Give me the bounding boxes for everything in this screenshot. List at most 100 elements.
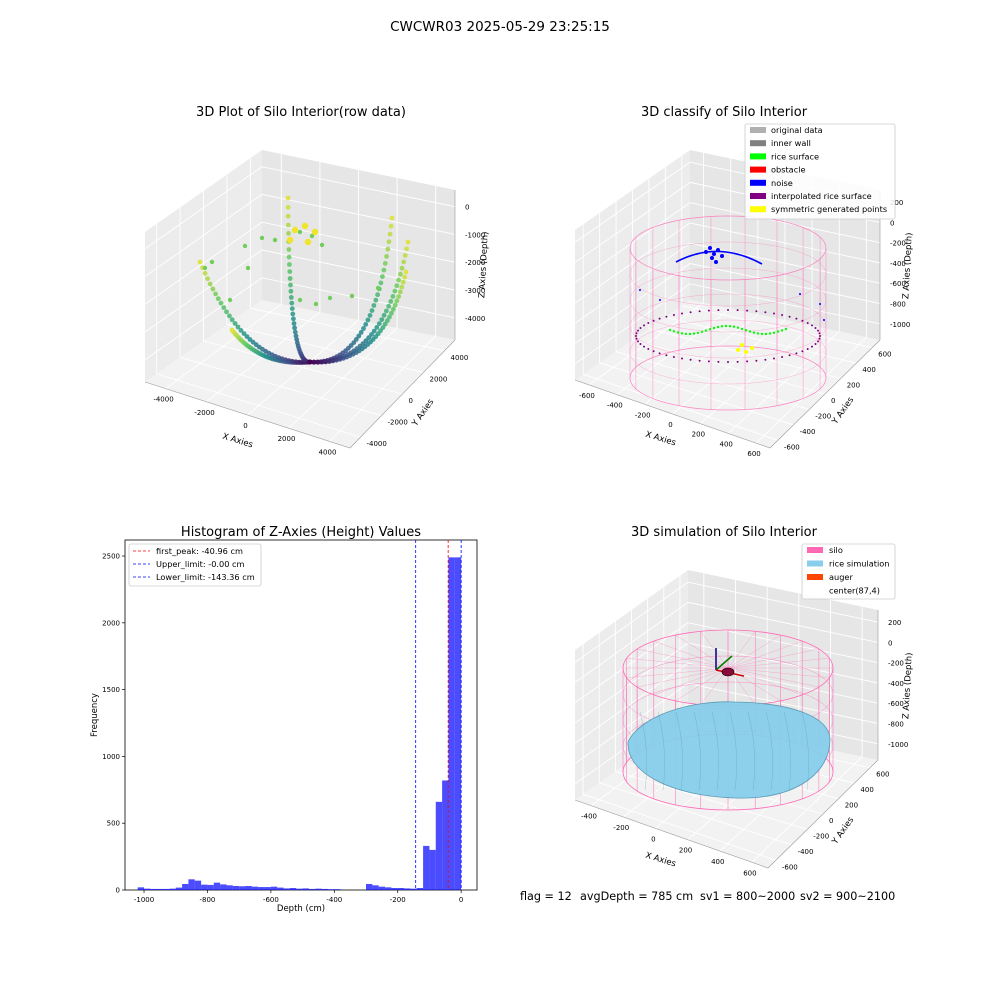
histogram-bar [283,888,290,890]
histogram-bar [270,886,278,890]
interpolated-point [811,324,813,327]
arc-point [401,259,407,265]
y-tick-label: 0 [116,887,120,895]
x-tick-label: -600 [579,392,595,400]
legend-box [128,543,262,587]
grid-line [574,683,879,764]
interpolated-point [665,354,668,357]
panel-raw-3d: 3D Plot of Silo Interior(row data) -4000… [144,105,491,456]
noise-point [819,303,821,305]
rice-mesh-line [747,711,755,791]
arc-point [294,337,300,342]
interpolated-point [727,361,729,363]
arc-point [403,269,409,275]
silo-wall-ring [629,293,827,359]
arc-point [400,279,406,285]
legend-swatch [750,127,766,133]
silo-roof-line [727,667,830,678]
interpolated-point [781,356,784,358]
arc-point [384,308,389,314]
arc-point [381,267,387,273]
histogram-bar [366,883,373,890]
legend-swatch [807,574,823,580]
arc-point [326,359,332,364]
arc-point [250,339,256,345]
arc-point [384,254,389,259]
arc-point [291,316,296,322]
legend-label: Upper_limit: -0.00 cm [156,559,245,569]
histogram-bar [448,557,455,890]
z-tick-label: -600 [890,280,906,288]
grid-line [615,770,808,830]
interpolated-point [658,317,661,320]
y-tick-label: 4000 [451,354,469,362]
arc-point [293,333,299,339]
arc-point [380,274,385,279]
arc-point [290,311,296,317]
z-tick-label: 0 [888,639,892,647]
noise-point [712,252,716,256]
legend-swatch [750,179,766,186]
figure-suptitle: CWCWR03 2025-05-29 23:25:15 [390,19,610,35]
x-tick-label: 200 [692,431,705,439]
interpolated-point [672,314,675,316]
grid-line [574,622,879,704]
symmetric-point [736,348,740,352]
histogram-bar [258,887,265,890]
histogram-bar [442,780,449,890]
panel-raw-xlabel: X Axies [221,432,254,451]
y-tick-label: -400 [798,848,814,856]
interpolated-point [637,329,639,332]
histogram-plot-frame [124,539,478,891]
legend-label: center(87,4) [829,586,880,596]
interpolated-point [736,309,739,312]
histogram-bar [150,888,157,890]
status-flag: flag = 12 [520,890,572,903]
histogram-bar [296,888,303,890]
interpolated-point [689,311,692,314]
panel-classify-3d: 3D classify of Silo Interior -600-400-20… [574,105,915,458]
arc-point [287,262,292,267]
rice-surface-point [692,332,696,335]
arc-point [371,328,377,334]
silo-wall-ring [629,241,827,307]
panel-classify-title: 3D classify of Silo Interior [641,105,808,120]
histogram-bar [321,888,328,890]
panel-simulation-3d: 3D simulation of Silo Interior -400-2000… [574,525,915,877]
z-tick-label: -800 [890,301,906,309]
y-tick-label: 1500 [102,686,120,694]
rice-surface-point [728,325,732,328]
legend-swatch [750,153,766,160]
arc-point [292,325,297,331]
histogram-legend: first_peak: -40.96 cm Upper_limit: -0.00 … [128,543,262,587]
arc-point [382,261,388,266]
arc-point [363,338,369,344]
symmetric-point [744,350,748,354]
scatter-point [272,237,278,243]
interpolated-point [717,360,720,363]
arc-point [402,253,408,258]
interpolated-point [652,319,655,322]
arc-point [386,239,392,245]
interpolated-point [727,309,729,311]
arc-point [292,329,298,335]
interpolated-point [764,358,767,361]
noise-point [720,254,724,258]
x-tick-label: 400 [720,440,733,448]
legend-swatch [750,166,766,173]
arc-point [384,318,390,324]
legend-label: inner wall [771,138,811,148]
noise-point [659,299,661,301]
arc-point [387,314,392,320]
arc-point [365,317,371,323]
arc-point [367,313,373,318]
interpolated-point [665,315,668,318]
arc-point [202,270,208,276]
y-tick-label: 2000 [430,375,448,383]
x-tick-label: 400 [711,858,724,866]
grid-line [574,202,881,284]
histogram-bar [315,888,322,890]
status-sv2: sv2 = 900~2100 [800,890,895,903]
silo-roof-line [727,640,803,669]
histogram-bars [137,557,462,890]
